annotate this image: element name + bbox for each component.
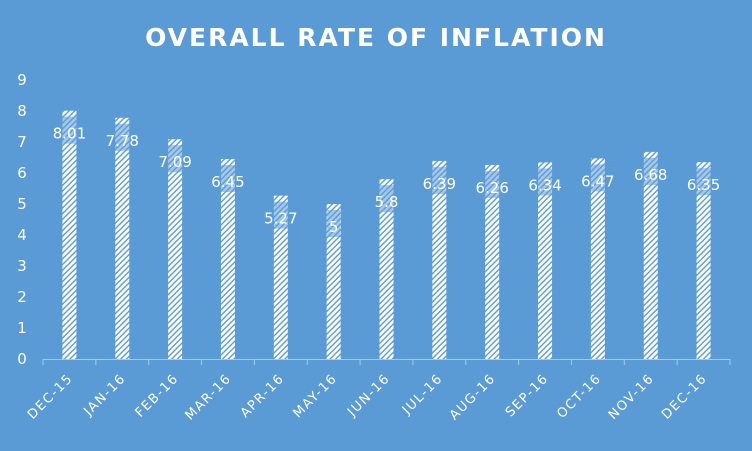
data-label-box bbox=[630, 157, 671, 185]
bar bbox=[643, 151, 658, 359]
data-label-box bbox=[155, 145, 196, 173]
bar bbox=[168, 139, 183, 359]
y-tick-label: 8 bbox=[17, 102, 27, 120]
data-label: 5.8 bbox=[375, 193, 399, 211]
data-label: 6.26 bbox=[475, 179, 508, 197]
y-tick-label: 7 bbox=[17, 133, 27, 151]
x-tick-label: SEP-16 bbox=[503, 371, 552, 420]
x-tick-label: OCT-16 bbox=[554, 371, 604, 421]
data-label: 6.45 bbox=[211, 173, 244, 191]
y-tick-label: 0 bbox=[17, 350, 27, 368]
bar bbox=[273, 195, 288, 359]
data-label: 5.27 bbox=[264, 210, 297, 228]
bar bbox=[696, 162, 711, 359]
bar bbox=[538, 162, 553, 359]
data-label-box bbox=[419, 166, 460, 194]
y-tick-label: 6 bbox=[17, 164, 27, 182]
y-tick-label: 3 bbox=[17, 257, 27, 275]
bar bbox=[62, 110, 77, 359]
data-label-box bbox=[472, 170, 513, 198]
chart-title: OVERALL RATE OF INFLATION bbox=[145, 23, 607, 52]
x-tick-label: DEC-15 bbox=[25, 371, 76, 422]
x-tick-label: FEB-16 bbox=[133, 371, 182, 420]
data-label-box bbox=[525, 168, 566, 196]
data-label-box bbox=[371, 185, 402, 213]
data-label: 7.78 bbox=[106, 132, 139, 150]
x-tick-label: MAY-16 bbox=[290, 371, 340, 421]
data-label: 7.09 bbox=[158, 153, 191, 171]
x-tick-label: JAN-16 bbox=[81, 371, 129, 419]
data-label: 5 bbox=[329, 218, 339, 236]
bar bbox=[485, 164, 500, 359]
data-label: 6.68 bbox=[634, 166, 667, 184]
y-tick-label: 2 bbox=[17, 288, 27, 306]
x-tick-label: AUG-16 bbox=[447, 371, 499, 423]
data-label: 6.34 bbox=[528, 176, 561, 194]
data-label-box bbox=[207, 165, 248, 193]
data-label: 8.01 bbox=[53, 125, 86, 143]
x-tick-label: APR-16 bbox=[238, 371, 288, 421]
y-tick-label: 5 bbox=[17, 195, 27, 213]
x-tick-label: NOV-16 bbox=[606, 371, 658, 423]
y-axis: 0 1 2 3 4 5 6 7 8 9 bbox=[17, 71, 27, 368]
data-label-box bbox=[102, 123, 143, 151]
y-tick-label: 4 bbox=[17, 226, 27, 244]
data-label-box bbox=[683, 168, 724, 196]
data-label: 6.47 bbox=[581, 172, 614, 190]
x-tick-label: MAR-16 bbox=[183, 371, 235, 423]
data-label-box bbox=[327, 210, 341, 237]
data-label-box bbox=[260, 201, 301, 229]
bar bbox=[590, 158, 605, 359]
data-label: 6.39 bbox=[423, 175, 456, 193]
x-tick-label: JUN-16 bbox=[344, 371, 393, 420]
bars: 8.01 7.78 7.09 6.45 5.27 5 5.8 6.39 6.26 6.34 6.47… bbox=[49, 110, 724, 359]
bar bbox=[379, 179, 394, 359]
bar bbox=[115, 117, 130, 359]
x-tick-label: JUL-16 bbox=[399, 371, 446, 418]
x-axis: DEC-15 JAN-16 FEB-16 MAR-16 APR-16 MAY-16 JUN-… bbox=[25, 359, 731, 423]
y-tick-label: 1 bbox=[17, 319, 27, 337]
x-tick-label: DEC-16 bbox=[659, 371, 710, 422]
y-tick-label: 9 bbox=[17, 71, 27, 89]
data-label: 6.35 bbox=[687, 176, 720, 194]
bar bbox=[432, 160, 447, 359]
bar bbox=[220, 159, 235, 359]
data-label-box bbox=[577, 164, 618, 192]
bar bbox=[326, 204, 341, 359]
data-label-box bbox=[49, 116, 90, 144]
